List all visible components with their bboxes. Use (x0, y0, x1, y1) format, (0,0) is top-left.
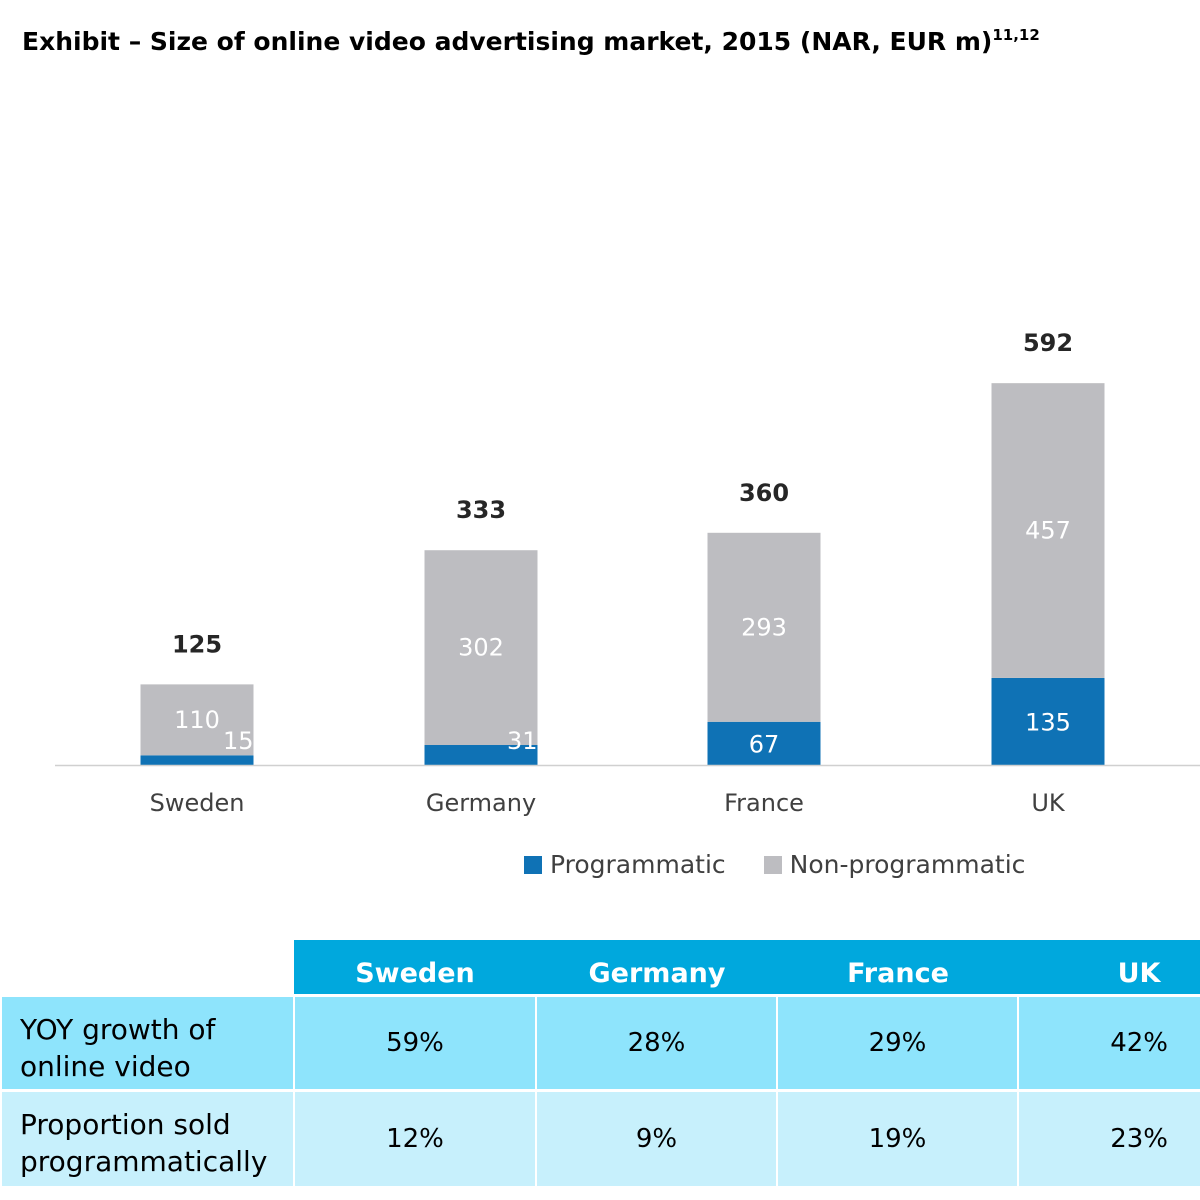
chart-title: Exhibit – Size of online video advertisi… (22, 26, 1182, 56)
cell-prop-uk: 23% (1019, 1092, 1200, 1186)
data-label-programmatic-uk: 135 (1025, 708, 1071, 736)
table-header-sweden: Sweden (355, 958, 475, 989)
total-label-uk: 592 (1023, 329, 1073, 357)
data-label-programmatic-germany: 31 (507, 727, 538, 755)
legend-label-programmatic: Programmatic (550, 850, 726, 879)
x-tick-label-sweden: Sweden (150, 789, 245, 817)
cell-prop-sweden: 12% (295, 1092, 537, 1186)
cell-yoy-germany: 28% (537, 997, 778, 1089)
table-header: Sweden Germany France UK (294, 940, 1200, 994)
cell-yoy-france: 29% (778, 997, 1019, 1089)
legend-item-programmatic: Programmatic (524, 850, 726, 879)
bar-programmatic-uk (991, 677, 1105, 765)
table-row-proportion: Proportion sold programmatically 12% 9% … (2, 1092, 1200, 1186)
bar-non-programmatic-germany (424, 550, 538, 746)
legend-label-non-programmatic: Non-programmatic (789, 850, 1026, 879)
cell-yoy-sweden: 59% (295, 997, 537, 1089)
chart-title-text: Exhibit – Size of online video advertisi… (22, 27, 993, 56)
data-label-programmatic-france: 67 (749, 730, 780, 758)
data-label-non-programmatic-sweden: 110 (174, 706, 220, 734)
cell-prop-france: 19% (778, 1092, 1019, 1186)
legend: Programmatic Non-programmatic (524, 850, 1063, 879)
row-label-proportion: Proportion sold programmatically (2, 1092, 295, 1186)
bar-programmatic-sweden (140, 755, 254, 765)
x-tick-label-uk: UK (1031, 789, 1066, 817)
legend-swatch-non-programmatic (763, 855, 782, 874)
bar-non-programmatic-sweden (140, 684, 254, 756)
total-label-france: 360 (739, 479, 789, 507)
data-label-non-programmatic-germany: 302 (458, 634, 504, 662)
x-tick-label-germany: Germany (426, 789, 536, 817)
legend-swatch-programmatic (524, 855, 542, 874)
table-header-france: France (847, 958, 949, 989)
table-header-germany: Germany (588, 958, 726, 989)
total-label-sweden: 125 (172, 630, 222, 658)
row-label-yoy-growth: YOY growth of online video (2, 997, 295, 1089)
data-label-programmatic-sweden: 15 (223, 727, 254, 755)
total-label-germany: 333 (456, 496, 506, 524)
bar-non-programmatic-uk (991, 383, 1105, 678)
x-tick-label-france: France (724, 789, 804, 817)
chart-title-superscript: 11,12 (992, 26, 1040, 44)
bar-non-programmatic-france (707, 532, 821, 722)
cell-prop-germany: 9% (537, 1092, 778, 1186)
legend-item-non-programmatic: Non-programmatic (763, 850, 1026, 879)
data-label-non-programmatic-france: 293 (741, 613, 787, 641)
bar-programmatic-france (707, 721, 821, 765)
cell-yoy-uk: 42% (1019, 997, 1200, 1089)
table-row-yoy-growth: YOY growth of online video 59% 28% 29% 4… (2, 997, 1200, 1089)
bar-programmatic-germany (424, 745, 538, 765)
stats-table: Sweden Germany France UK YOY growth of o… (0, 938, 1200, 1200)
table-header-uk: UK (1117, 958, 1161, 989)
data-label-non-programmatic-uk: 457 (1025, 517, 1071, 545)
